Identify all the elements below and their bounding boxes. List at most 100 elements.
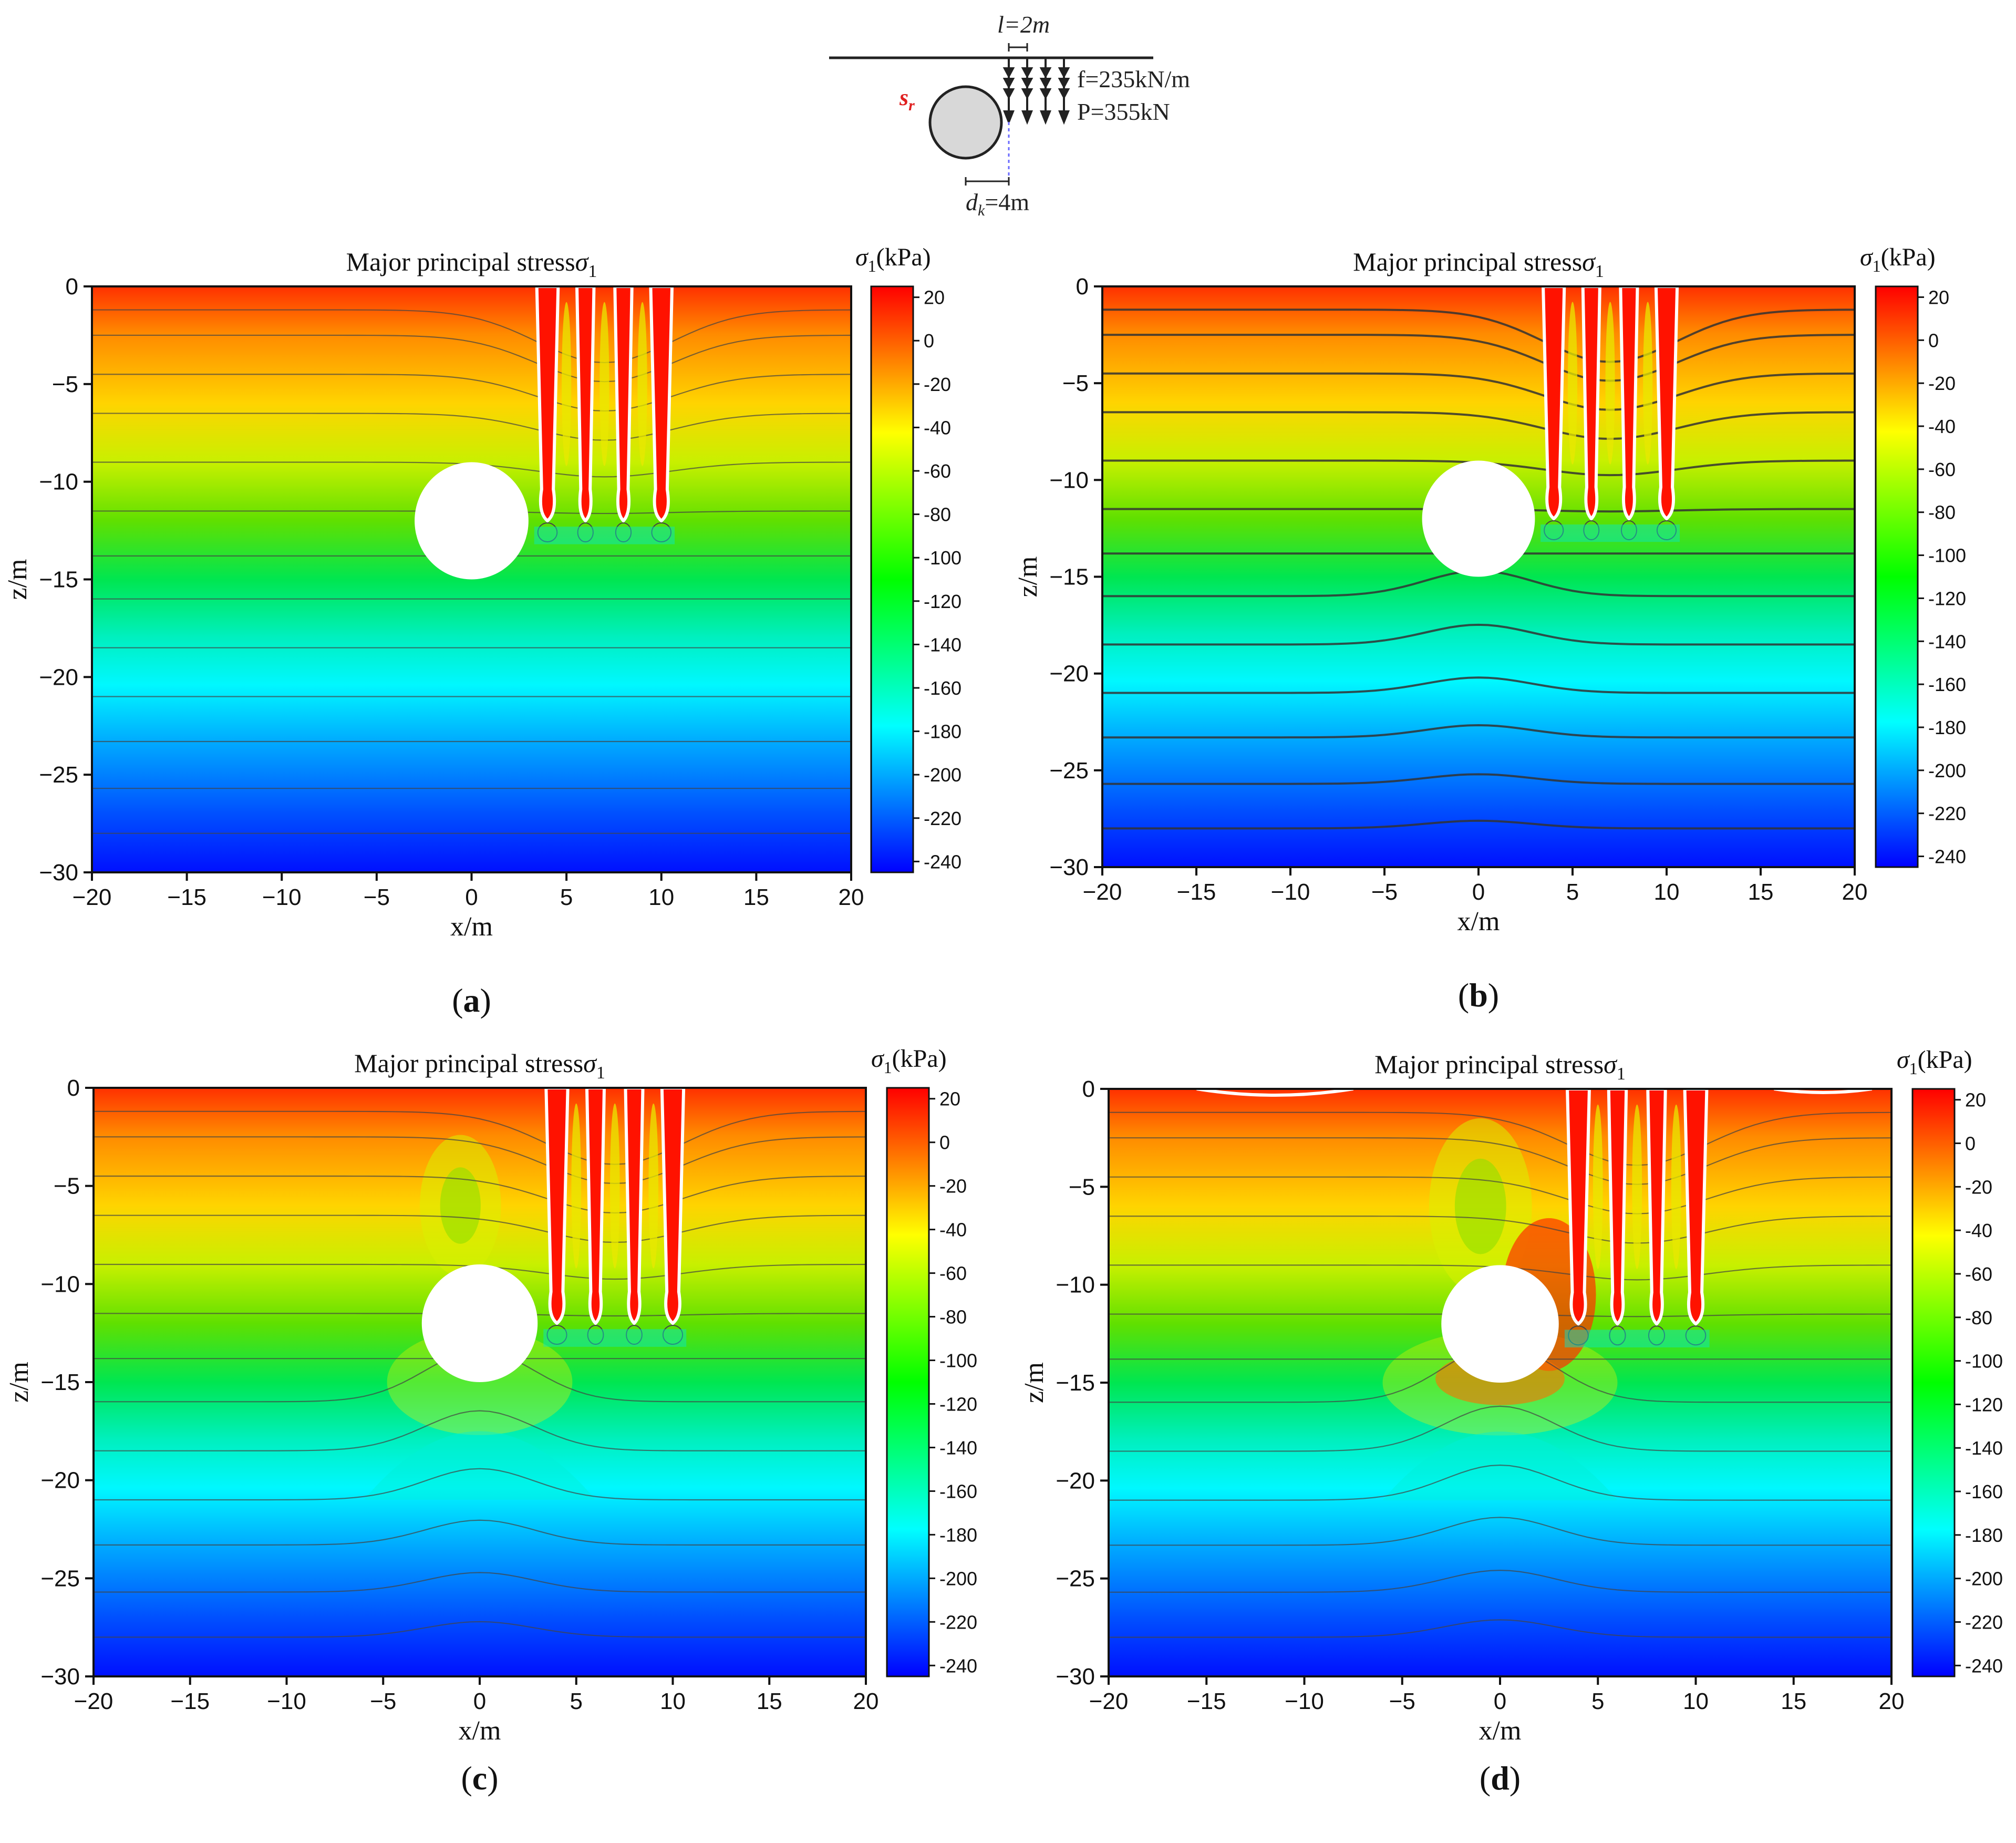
x-tick-label: 20	[839, 884, 864, 910]
y-tick-label: −5	[1069, 1174, 1095, 1200]
x-tick-label: 10	[648, 884, 674, 910]
colorbar-tick-label: -40	[939, 1219, 967, 1241]
colorbar-tick-label: -180	[939, 1524, 977, 1546]
colorbar-tick-label: -140	[1965, 1437, 2003, 1459]
tunnel-opening	[421, 1264, 538, 1382]
colorbar-tick-label: -180	[1965, 1525, 2003, 1546]
load-strip	[1542, 286, 1566, 521]
x-tick-label: −15	[1187, 1688, 1226, 1714]
colorbar-tick-label: -100	[939, 1350, 977, 1372]
contour-lines	[1109, 1111, 1891, 1638]
x-tick-label: −5	[370, 1688, 396, 1714]
contour-lines	[92, 309, 851, 834]
x-axis: −20 −15 −10 −5 0 5 10 15 20 x/m	[73, 872, 864, 942]
x-tick-label: −20	[1083, 879, 1122, 905]
x-tick-label: 5	[1591, 1688, 1604, 1714]
y-tick-label: −30	[39, 860, 78, 886]
load-strips	[534, 286, 675, 544]
colorbar-tick-label: -120	[1965, 1394, 2003, 1415]
colorbar-tick-label: 20	[1928, 286, 1949, 308]
y-tick-label: −10	[40, 1271, 80, 1297]
colorbar-tick-label: -100	[1965, 1351, 2003, 1372]
contour-field	[1109, 1089, 1891, 1676]
load-arrows	[1002, 59, 1070, 125]
x-tick-label: 20	[1842, 879, 1868, 905]
colorbar-tick-label: 0	[1965, 1133, 1976, 1155]
colorbar-tick-label: -140	[939, 1437, 977, 1458]
colorbar-tick-label: -180	[924, 721, 962, 743]
panel-title: Major principal stressσ1	[346, 247, 597, 281]
colorbar-tick-label: -200	[1965, 1568, 2003, 1590]
colorbar-tick-label: -100	[1928, 545, 1966, 567]
colorbar-tick-label: -40	[1928, 416, 1956, 437]
colorbar-tick-label: -220	[1928, 803, 1966, 825]
x-tick-label: 10	[660, 1688, 686, 1714]
y-tick-label: 0	[1082, 1076, 1095, 1102]
load-schematic: l=2m f=235kN/m P=355kN sr dk=4m	[829, 11, 1190, 219]
y-tick-label: 0	[66, 274, 78, 300]
y-axis: 0 −5 −10 −15 −20 −25 −30 z/m	[4, 1075, 94, 1690]
y-tick-label: −25	[1049, 758, 1089, 784]
x-tick-label: −10	[1285, 1688, 1324, 1714]
load-strip	[544, 1088, 570, 1325]
colorbar-tick-label: -80	[1928, 502, 1956, 523]
sr-label: sr	[899, 85, 915, 114]
y-axis: 0 −5 −10 −15 −20 −25 −30 z/m	[3, 274, 92, 886]
y-axis: 0 −5 −10 −15 −20 −25 −30 z/m	[1013, 274, 1102, 880]
x-axis-label: x/m	[1479, 1716, 1522, 1746]
y-tick-label: −15	[40, 1370, 80, 1395]
colorbar-tick-label: 20	[924, 287, 945, 308]
y-tick-label: −15	[39, 567, 78, 593]
colorbar-label: σ1(kPa)	[1860, 243, 1936, 275]
load-strip	[535, 286, 560, 523]
y-tick-label: 0	[67, 1075, 80, 1101]
tunnel-opening	[1422, 460, 1535, 577]
x-tick-label: −10	[1271, 879, 1310, 905]
load-strip	[1619, 286, 1639, 521]
colorbar-tick-label: 0	[924, 330, 934, 352]
colorbar: 20 0 -20 -40 -60 -80 -100 -120 -140 -160 -180 -200 -…	[1860, 243, 1966, 868]
colorbar-gradient	[886, 1087, 930, 1677]
dk-dimension	[965, 177, 1010, 186]
tunnel-opening	[1441, 1265, 1559, 1383]
colorbar-tick-label: -160	[924, 677, 962, 699]
panel-d: −20 −15 −10 −5 0 5 10 15 20x/m0−5−10−15−20−25−30…	[1019, 1046, 2003, 1797]
y-axis-label: z/m	[3, 559, 33, 600]
y-tick-label: −20	[1049, 661, 1089, 687]
load-strip	[1581, 286, 1601, 521]
colorbar-tick-label: -220	[1965, 1611, 2003, 1633]
y-tick-label: −20	[1056, 1468, 1095, 1494]
load-strip	[1566, 1089, 1591, 1326]
x-tick-label: −10	[262, 884, 302, 910]
colorbar-tick-label: -200	[939, 1568, 977, 1589]
y-axis-label: z/m	[1013, 557, 1043, 598]
x-axis: −20 −15 −10 −5 0 5 10 15 20 x/m	[74, 1676, 878, 1746]
l-label: l=2m	[997, 11, 1050, 38]
colorbar-tick-label: -180	[1928, 717, 1966, 738]
x-tick-label: −5	[1389, 1688, 1415, 1714]
y-tick-label: −5	[52, 372, 78, 397]
y-tick-label: −25	[39, 762, 78, 788]
y-tick-label: −10	[39, 469, 78, 495]
panel-title: Major principal stressσ1	[354, 1048, 605, 1083]
colorbar-tick-label: -60	[939, 1263, 967, 1284]
colorbar-label: σ1(kPa)	[855, 243, 931, 275]
x-tick-label: 5	[560, 884, 573, 910]
y-tick-label: −25	[1056, 1566, 1095, 1592]
x-tick-label: −5	[364, 884, 390, 910]
y-tick-label: −5	[54, 1173, 80, 1199]
load-strip	[1646, 1089, 1667, 1326]
x-axis: −20 −15 −10 −5 0 5 10 15 20 x/m	[1089, 1676, 1904, 1746]
x-tick-label: −15	[1177, 879, 1216, 905]
load-strips	[1541, 286, 1680, 542]
load-strip	[624, 1088, 645, 1326]
contour-field	[94, 1088, 866, 1676]
y-tick-label: −5	[1062, 370, 1089, 396]
colorbar-tick-label: -60	[924, 460, 951, 482]
tunnel-schematic-circle	[928, 85, 1003, 160]
colorbar-tick-label: -240	[1928, 846, 1966, 868]
x-tick-label: 10	[1654, 879, 1680, 905]
x-tick-label: −20	[1089, 1688, 1129, 1714]
x-tick-label: 15	[743, 884, 769, 910]
colorbar-tick-label: -60	[1928, 459, 1956, 480]
